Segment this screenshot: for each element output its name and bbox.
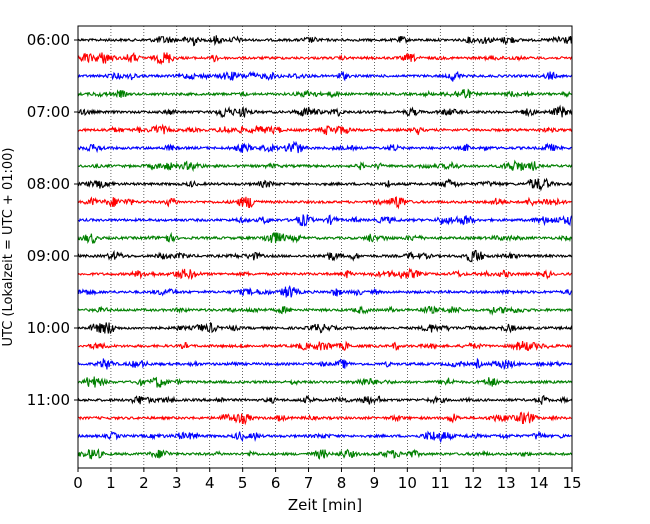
x-tick-label: 11 — [431, 474, 450, 492]
x-tick-label: 0 — [73, 474, 83, 492]
x-tick-label: 12 — [464, 474, 483, 492]
trace-0800 — [77, 177, 573, 192]
x-tick-label: 3 — [172, 474, 182, 492]
trace-0815 — [77, 196, 573, 210]
trace-1030 — [77, 357, 573, 371]
trace-1100 — [77, 394, 573, 405]
plot-frame — [77, 25, 573, 469]
trace-0945 — [77, 305, 573, 316]
x-tick-label: 5 — [238, 474, 248, 492]
trace-1000 — [77, 321, 573, 334]
x-tick-label: 4 — [205, 474, 215, 492]
trace-0615 — [77, 51, 573, 66]
y-tick-label: 07:00 — [27, 103, 70, 121]
x-tick-label: 6 — [271, 474, 281, 492]
x-axis-ticks: 0 1 2 3 4 5 6 7 8 9 10 11 12 13 14 15 — [73, 468, 582, 492]
trace-1045 — [77, 376, 573, 388]
x-axis-label: Zeit [min] — [288, 496, 362, 514]
trace-1115 — [77, 410, 573, 426]
trace-0645 — [77, 88, 573, 99]
trace-1015 — [77, 340, 573, 352]
x-tick-label: 15 — [562, 474, 581, 492]
y-tick-label: 10:00 — [27, 319, 70, 337]
y-tick-label: 08:00 — [27, 175, 70, 193]
x-tick-label: 1 — [106, 474, 116, 492]
trace-0630 — [77, 70, 573, 82]
x-tick-label: 8 — [337, 474, 347, 492]
trace-0915 — [77, 267, 573, 281]
trace-0730 — [77, 140, 573, 154]
trace-0930 — [77, 284, 573, 298]
x-tick-label: 7 — [304, 474, 314, 492]
trace-1145 — [77, 448, 573, 460]
trace-0715 — [77, 123, 573, 136]
trace-0900 — [77, 249, 573, 263]
x-tick-label: 9 — [370, 474, 380, 492]
x-tick-label: 14 — [530, 474, 549, 492]
x-tick-label: 10 — [398, 474, 417, 492]
y-tick-label: 11:00 — [27, 391, 70, 409]
y-axis-label: UTC (Lokalzeit = UTC + 01:00) — [1, 148, 16, 347]
trace-1130 — [77, 430, 573, 444]
plot-background — [78, 26, 572, 468]
trace-0845 — [77, 231, 573, 245]
seismogram-traces — [77, 35, 573, 460]
x-tick-label: 13 — [497, 474, 516, 492]
y-axis-ticks: 06:00 07:00 08:00 09:00 10:00 11:00 — [27, 31, 78, 409]
y-tick-label: 06:00 — [27, 31, 70, 49]
y-tick-label: 09:00 — [27, 247, 70, 265]
trace-0745 — [77, 159, 573, 173]
x-tick-label: 2 — [139, 474, 149, 492]
trace-0600 — [77, 35, 573, 47]
trace-0700 — [77, 104, 573, 119]
trace-0830 — [77, 214, 573, 227]
